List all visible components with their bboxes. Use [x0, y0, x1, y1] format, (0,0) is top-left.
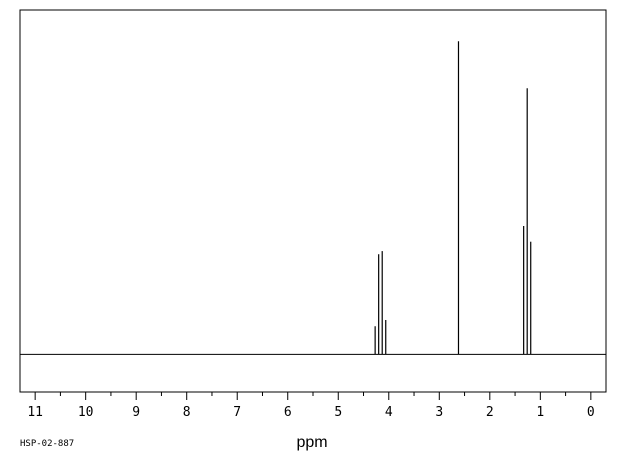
- x-tick-label: 0: [587, 405, 595, 420]
- x-tick-label: 6: [284, 405, 292, 420]
- x-tick-label: 2: [486, 405, 494, 420]
- x-tick-label: 7: [233, 405, 241, 420]
- x-tick-label: 11: [27, 405, 43, 420]
- x-tick-label: 4: [385, 405, 393, 420]
- x-axis-title: ppm: [296, 434, 327, 451]
- x-tick-label: 8: [183, 405, 191, 420]
- x-tick-label: 3: [435, 405, 443, 420]
- x-tick-label: 9: [132, 405, 140, 420]
- spectrum-layer: [20, 41, 606, 355]
- x-tick-label: 1: [536, 405, 544, 420]
- x-axis: 11 10 9 8 7 6 5 4 3 2 1 0: [27, 392, 595, 420]
- spectrum-id-label: HSP-02-887: [20, 439, 74, 449]
- x-tick-label: 5: [334, 405, 342, 420]
- x-tick-label: 10: [78, 405, 94, 420]
- plot-frame: [19, 9, 607, 393]
